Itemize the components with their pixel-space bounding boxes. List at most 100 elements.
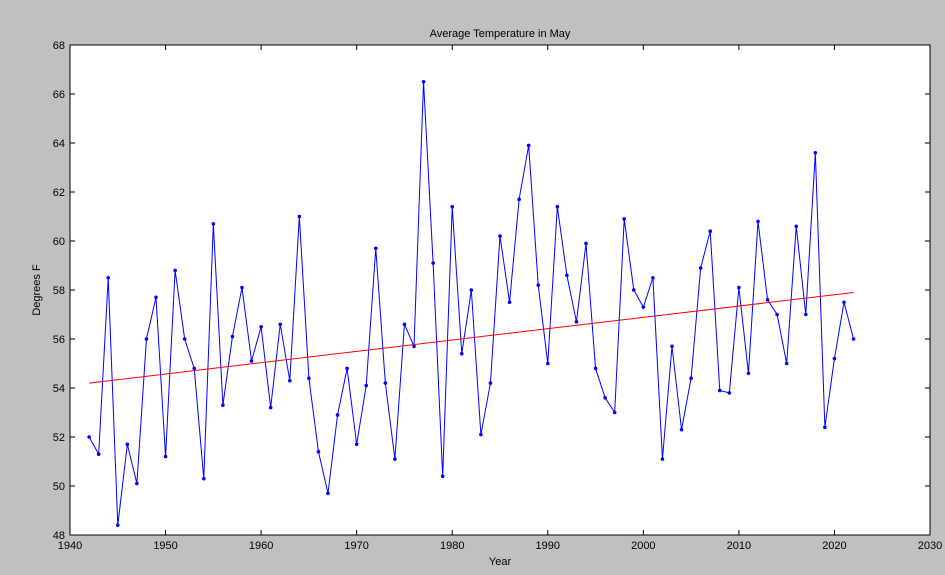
data-point: [192, 366, 197, 371]
plot-area: [69, 44, 931, 536]
y-tick-label: 50: [53, 481, 65, 493]
data-point: [335, 413, 340, 417]
data-point: [287, 378, 292, 383]
x-tick-label: 2020: [822, 540, 846, 552]
data-point: [221, 403, 225, 407]
data-point: [307, 376, 311, 381]
y-tick-label: 66: [53, 89, 65, 101]
data-point: [631, 288, 636, 292]
data-point: [87, 435, 91, 439]
data-point: [268, 405, 273, 410]
data-point: [125, 442, 130, 447]
x-tick-label: 1970: [344, 540, 368, 552]
data-point: [708, 229, 713, 233]
data-point: [803, 312, 808, 317]
data-point: [421, 79, 426, 84]
data-point: [775, 312, 779, 317]
data-point: [851, 337, 856, 341]
data-point: [479, 432, 483, 437]
data-point: [115, 523, 120, 527]
data-point: [526, 143, 531, 148]
data-point: [182, 337, 187, 341]
y-tick-label: 68: [53, 40, 65, 52]
data-point: [364, 383, 369, 388]
data-point: [622, 217, 627, 221]
data-point: [440, 474, 445, 479]
y-tick-label: 52: [53, 432, 65, 444]
data-point: [612, 410, 617, 415]
x-tick-label: 2000: [631, 540, 655, 552]
data-point: [737, 285, 741, 290]
x-axis-label: Year: [489, 556, 512, 568]
data-point: [354, 442, 359, 447]
data-point: [756, 219, 760, 224]
data-point: [412, 344, 416, 349]
data-point: [784, 361, 789, 366]
data-point: [297, 214, 302, 219]
y-tick-label: 48: [53, 530, 65, 542]
data-point: [593, 366, 598, 371]
data-point: [574, 320, 579, 324]
y-tick-label: 54: [53, 383, 65, 395]
data-point: [584, 241, 588, 246]
data-point: [717, 388, 722, 393]
data-point: [106, 275, 111, 280]
x-tick-label: 2010: [727, 540, 751, 552]
y-tick-label: 60: [53, 236, 65, 248]
y-tick-label: 56: [53, 334, 65, 346]
data-point: [660, 457, 665, 461]
data-point: [555, 204, 560, 209]
x-tick-label: 1960: [249, 540, 273, 552]
data-point: [259, 324, 263, 329]
data-point: [832, 356, 837, 361]
data-point: [135, 481, 139, 486]
y-axis: 48 50 52 54 56 58 60 62 64 66 68: [53, 40, 930, 542]
data-point: [536, 283, 541, 287]
x-tick-label: 1950: [153, 540, 177, 552]
data-point: [431, 261, 435, 265]
data-point: [488, 381, 493, 385]
x-tick-label: 1940: [58, 540, 82, 552]
data-point: [545, 361, 550, 366]
data-point: [698, 266, 703, 270]
data-point: [230, 334, 235, 339]
data-point: [154, 295, 158, 300]
data-point: [163, 454, 168, 459]
data-point: [402, 322, 407, 327]
data-point: [498, 234, 502, 238]
y-tick-label: 58: [53, 285, 65, 297]
data-point: [393, 457, 397, 461]
data-point: [603, 396, 607, 400]
data-point: [679, 427, 684, 432]
data-point: [651, 275, 655, 280]
x-axis: 1940 1950 1960 1970 1980 1990 2000 2010 2020 2030: [58, 45, 942, 552]
data-point: [249, 359, 254, 363]
data-point: [765, 298, 770, 302]
data-point: [459, 351, 464, 356]
data-point: [450, 204, 455, 209]
y-tick-label: 64: [53, 138, 65, 150]
data-point: [201, 476, 206, 481]
data-point: [373, 246, 378, 251]
data-point: [96, 452, 101, 456]
x-tick-label: 1980: [440, 540, 464, 552]
data-point: [641, 305, 646, 309]
data-point: [670, 344, 674, 349]
y-tick-label: 62: [53, 187, 65, 199]
y-axis-label: Degrees F: [31, 264, 43, 316]
data-point: [842, 300, 846, 305]
data-point: [173, 268, 177, 273]
data-point: [383, 381, 388, 385]
data-point: [144, 337, 149, 341]
data-point: [240, 285, 244, 290]
data-point: [823, 425, 827, 430]
trend-line: [89, 291, 854, 384]
data-point: [345, 366, 349, 371]
x-tick-label: 2030: [918, 540, 942, 552]
data-point: [211, 222, 216, 226]
data-point: [689, 376, 693, 381]
data-point: [565, 273, 569, 278]
data-point: [813, 151, 818, 155]
data-point: [727, 391, 732, 395]
